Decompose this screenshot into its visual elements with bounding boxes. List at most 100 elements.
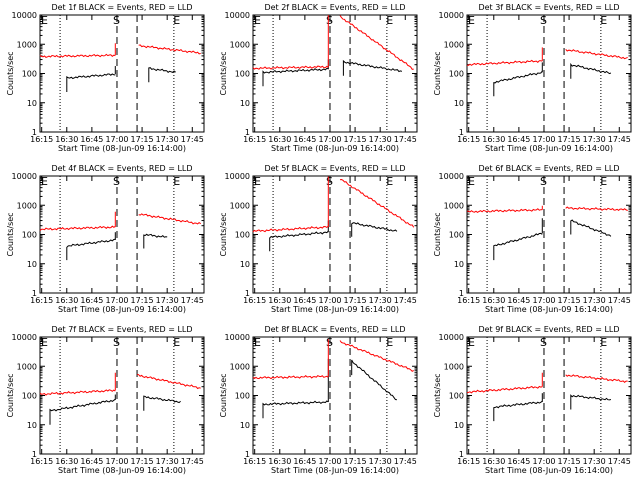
x-tick-label: 17:15	[344, 135, 367, 144]
events-series-line	[570, 62, 612, 79]
region-marker: E	[173, 14, 180, 27]
y-tick-label: 10	[240, 260, 250, 269]
panel-title: Det 9f BLACK = Events, RED = LLD	[478, 325, 619, 334]
x-tick-label: 17:45	[608, 135, 631, 144]
region-marker: S	[113, 175, 120, 188]
x-tick-label: 16:30	[268, 457, 291, 466]
x-tick-label: 17:00	[318, 296, 341, 305]
detector-panel-4: Det 4f BLACK = Events, RED = LLD 1 10 100 10…	[6, 164, 205, 314]
panel-title: Det 3f BLACK = Events, RED = LLD	[478, 3, 619, 12]
detector-panel-8: Det 8f BLACK = Events, RED = LLD 1 10 100 10…	[219, 325, 418, 475]
region-marker: E	[173, 336, 180, 349]
events-series-line	[493, 400, 543, 422]
y-tick-label: 10	[27, 99, 37, 108]
y-tick-label: 100	[22, 231, 37, 240]
x-tick-label: 16:45	[507, 135, 530, 144]
x-tick-label: 17:15	[558, 135, 581, 144]
x-tick-label: 16:15	[30, 135, 53, 144]
y-tick-label: 10000	[439, 333, 464, 342]
x-tick-label: 16:30	[55, 296, 78, 305]
region-marker: S	[113, 14, 120, 27]
lld-series-line	[466, 385, 543, 394]
x-tick-label: 17:15	[344, 296, 367, 305]
x-tick-label: 17:30	[583, 296, 606, 305]
region-marker: E	[386, 175, 393, 188]
y-tick-label: 10000	[225, 333, 250, 342]
y-axis-label: Counts/sec	[6, 51, 15, 95]
x-tick-label: 17:45	[608, 457, 631, 466]
y-axis-label: Counts/sec	[219, 212, 228, 256]
x-tick-label: 16:15	[243, 457, 266, 466]
lld-series-line	[39, 225, 116, 231]
detector-panel-3: Det 3f BLACK = Events, RED = LLD 1 10 100 10…	[433, 3, 632, 153]
x-tick-label: 16:30	[482, 296, 505, 305]
y-tick-label: 1000	[230, 362, 250, 371]
region-marker: E	[173, 175, 180, 188]
lld-series-line	[252, 65, 329, 70]
x-tick-label: 17:00	[318, 135, 341, 144]
x-axis-label: Start Time (08-Jun-09 16:14:00)	[485, 144, 613, 153]
region-marker: E	[386, 14, 393, 27]
y-tick-label: 1	[245, 450, 250, 459]
x-tick-label: 16:45	[293, 296, 316, 305]
y-axis-label: Counts/sec	[433, 51, 442, 95]
lld-series-line	[466, 59, 543, 66]
x-tick-label: 16:30	[55, 457, 78, 466]
y-tick-label: 1	[459, 450, 464, 459]
region-marker: E	[600, 175, 607, 188]
x-tick-label: 16:45	[507, 296, 530, 305]
y-tick-label: 100	[449, 231, 464, 240]
detector-panel-5: Det 5f BLACK = Events, RED = LLD 1 10 100 10…	[219, 164, 418, 314]
lld-series-line	[565, 374, 628, 383]
y-tick-label: 1000	[230, 201, 250, 210]
panel-title: Det 8f BLACK = Events, RED = LLD	[264, 325, 405, 334]
region-marker: S	[326, 14, 333, 27]
x-tick-label: 16:45	[507, 457, 530, 466]
y-axis-label: Counts/sec	[6, 373, 15, 417]
x-tick-label: 17:00	[532, 457, 555, 466]
events-series-line	[66, 73, 116, 92]
lld-series-line	[339, 178, 415, 228]
x-tick-label: 16:30	[268, 296, 291, 305]
y-tick-label: 1000	[17, 40, 37, 49]
y-tick-label: 100	[235, 70, 250, 79]
plot-frame	[39, 14, 205, 133]
x-tick-label: 16:45	[293, 457, 316, 466]
x-tick-label: 16:45	[80, 296, 103, 305]
region-marker: E	[386, 336, 393, 349]
x-tick-label: 16:15	[243, 296, 266, 305]
x-tick-label: 17:45	[181, 135, 204, 144]
x-axis-label: Start Time (08-Jun-09 16:14:00)	[271, 144, 399, 153]
x-tick-label: 16:45	[80, 457, 103, 466]
plot-frame	[466, 14, 632, 133]
y-tick-label: 100	[235, 231, 250, 240]
y-tick-label: 10000	[225, 11, 250, 20]
y-tick-label: 10	[27, 260, 37, 269]
y-tick-label: 10	[454, 260, 464, 269]
detector-panel-2: Det 2f BLACK = Events, RED = LLD 1 10 100 10…	[219, 3, 418, 153]
x-tick-label: 16:15	[243, 135, 266, 144]
y-axis-label: Counts/sec	[6, 212, 15, 256]
plot-frame	[39, 336, 205, 455]
detector-panel-7: Det 7f BLACK = Events, RED = LLD 1 10 100 10…	[6, 325, 205, 475]
x-tick-label: 17:30	[583, 457, 606, 466]
x-tick-label: 17:30	[369, 457, 392, 466]
y-tick-label: 100	[449, 70, 464, 79]
x-tick-label: 16:45	[80, 135, 103, 144]
lld-series-line	[39, 53, 116, 58]
y-axis-label: Counts/sec	[433, 373, 442, 417]
x-axis-label: Start Time (08-Jun-09 16:14:00)	[58, 466, 186, 475]
lld-series-line	[565, 48, 628, 60]
x-tick-label: 17:45	[394, 296, 417, 305]
x-tick-label: 17:00	[105, 296, 128, 305]
x-tick-label: 17:45	[608, 296, 631, 305]
lld-series-line	[136, 373, 201, 390]
x-tick-label: 16:15	[457, 135, 480, 144]
lld-series-line	[39, 389, 116, 396]
detector-panel-1: Det 1f BLACK = Events, RED = LLD 1 10 100 10…	[6, 3, 205, 153]
y-tick-label: 10000	[439, 172, 464, 181]
detector-panel-9: Det 9f BLACK = Events, RED = LLD 1 10 100 10…	[433, 325, 632, 475]
x-tick-label: 17:15	[131, 457, 154, 466]
lld-series-line	[138, 213, 201, 225]
x-tick-label: 17:15	[558, 296, 581, 305]
